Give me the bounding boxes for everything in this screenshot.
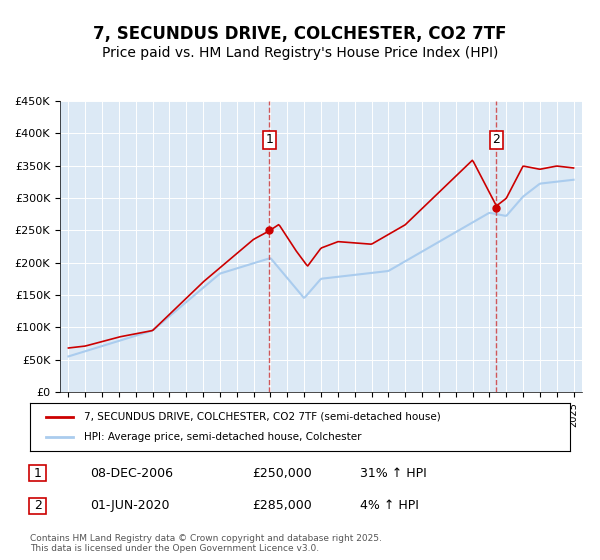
Text: 1: 1 [34, 466, 42, 480]
Text: HPI: Average price, semi-detached house, Colchester: HPI: Average price, semi-detached house,… [84, 432, 361, 442]
Text: Contains HM Land Registry data © Crown copyright and database right 2025.
This d: Contains HM Land Registry data © Crown c… [30, 534, 382, 553]
Text: £250,000: £250,000 [252, 466, 312, 480]
Text: 1: 1 [265, 133, 273, 146]
Text: 7, SECUNDUS DRIVE, COLCHESTER, CO2 7TF (semi-detached house): 7, SECUNDUS DRIVE, COLCHESTER, CO2 7TF (… [84, 412, 441, 422]
Text: 08-DEC-2006: 08-DEC-2006 [90, 466, 173, 480]
Text: 7, SECUNDUS DRIVE, COLCHESTER, CO2 7TF: 7, SECUNDUS DRIVE, COLCHESTER, CO2 7TF [93, 25, 507, 43]
Text: 01-JUN-2020: 01-JUN-2020 [90, 499, 170, 512]
Text: 2: 2 [493, 133, 500, 146]
Text: Price paid vs. HM Land Registry's House Price Index (HPI): Price paid vs. HM Land Registry's House … [102, 46, 498, 60]
Text: £285,000: £285,000 [252, 499, 312, 512]
Text: 31% ↑ HPI: 31% ↑ HPI [360, 466, 427, 480]
Text: 2: 2 [34, 499, 42, 512]
Text: 4% ↑ HPI: 4% ↑ HPI [360, 499, 419, 512]
